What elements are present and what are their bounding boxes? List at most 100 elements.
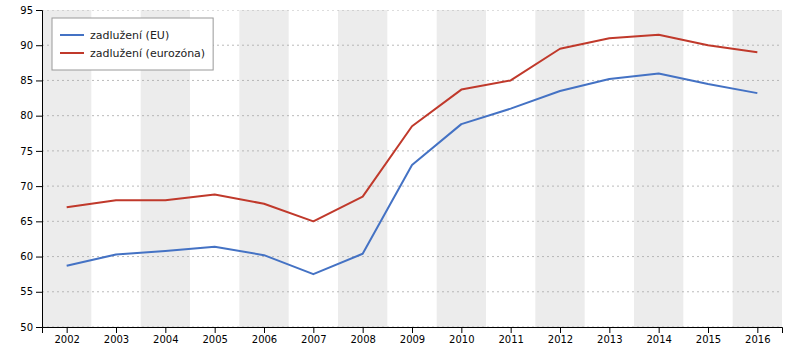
x-tick-mark: [511, 327, 512, 333]
lines: [67, 35, 758, 275]
x-tick: 2003: [104, 327, 129, 345]
x-tick: 2014: [646, 327, 671, 345]
x-tick: 2016: [745, 327, 770, 345]
x-tick-mark: [461, 327, 462, 333]
x-tick: 2006: [252, 327, 277, 345]
grid-line: [42, 186, 782, 187]
y-tick-mark: [36, 151, 42, 152]
year-band: [239, 10, 288, 327]
grid-line: [42, 291, 782, 292]
x-tick-label: 2002: [54, 334, 79, 345]
y-axis-line: [36, 11, 43, 328]
x-tick-label: 2011: [498, 334, 523, 345]
year-band: [733, 10, 782, 327]
grid-line: [42, 221, 782, 222]
y-tick-label: 95: [20, 5, 33, 16]
x-tick-label: 2009: [400, 334, 425, 345]
grid-line: [42, 10, 782, 11]
x-tick-label: 2015: [696, 334, 721, 345]
x-tick: 2010: [449, 327, 474, 345]
x-tick-label: 2012: [548, 334, 573, 345]
x-tick: 2015: [696, 327, 721, 345]
y-tick-mark: [36, 10, 42, 11]
x-axis-line: [43, 328, 783, 334]
y-tick-mark: [36, 186, 42, 187]
y-tick: 75: [20, 146, 42, 157]
y-tick-mark: [36, 116, 42, 117]
y-tick-label: 60: [20, 251, 33, 262]
grid-line: [42, 256, 782, 257]
y-tick: 95: [20, 5, 42, 16]
x-tick-label: 2016: [745, 334, 770, 345]
legend-box: [52, 18, 213, 70]
y-tick-label: 55: [20, 286, 33, 297]
x-tick-mark: [215, 327, 216, 333]
x-tick-label: 2005: [202, 334, 227, 345]
y-tick-label: 50: [20, 322, 33, 333]
x-tick-mark: [708, 327, 709, 333]
year-band: [437, 10, 486, 327]
x-tick-label: 2013: [597, 334, 622, 345]
y-tick-label: 70: [20, 181, 33, 192]
grid-line: [42, 80, 782, 81]
x-tick-label: 2004: [153, 334, 178, 345]
x-tick-label: 2003: [104, 334, 129, 345]
year-band: [535, 10, 584, 327]
x-tick-mark: [659, 327, 660, 333]
y-tick: 90: [20, 40, 42, 51]
legend-label: zadlužení (EU): [90, 29, 169, 42]
x-tick: 2002: [54, 327, 79, 345]
y-tick-label: 90: [20, 40, 33, 51]
x-tick-mark: [560, 327, 561, 333]
y-tick-label: 65: [20, 216, 33, 227]
y-tick: 50: [20, 322, 42, 333]
y-tick-label: 85: [20, 75, 33, 86]
legend-swatch: [60, 34, 84, 36]
x-tick-mark: [363, 327, 364, 333]
year-band: [338, 10, 387, 327]
y-tick: 80: [20, 110, 42, 121]
x-tick: 2013: [597, 327, 622, 345]
y-tick-mark: [36, 45, 42, 46]
x-tick-mark: [116, 327, 117, 333]
chart: 2002 2003 2004 2005 2006 2007 2008 2009 2010 2011…: [0, 0, 800, 357]
chart-container: 2002 2003 2004 2005 2006 2007 2008 2009 2010 2011…: [0, 0, 800, 357]
legend-label: zadlužení (eurozóna): [90, 47, 205, 60]
y-axis: 50 55 60 65 70 75 80 85 90 95: [20, 5, 42, 333]
y-tick-mark: [36, 221, 42, 222]
x-tick-mark: [412, 327, 413, 333]
bands: [42, 10, 782, 327]
x-tick: 2008: [350, 327, 375, 345]
series-line: [67, 73, 758, 274]
grid-line: [42, 115, 782, 116]
x-tick-mark: [609, 327, 610, 333]
y-tick: 70: [20, 181, 42, 192]
x-tick: 2012: [548, 327, 573, 345]
x-tick-mark: [264, 327, 265, 333]
y-tick: 60: [20, 251, 42, 262]
y-tick-mark: [36, 327, 42, 328]
y-tick-mark: [36, 257, 42, 258]
x-tick: 2009: [400, 327, 425, 345]
y-tick: 85: [20, 75, 42, 86]
y-tick: 55: [20, 286, 42, 297]
x-tick-label: 2010: [449, 334, 474, 345]
legend-swatch: [60, 52, 84, 54]
x-tick-mark: [165, 327, 166, 333]
x-tick: 2007: [301, 327, 326, 345]
y-tick: 65: [20, 216, 42, 227]
y-tick-label: 80: [20, 110, 33, 121]
grid-line: [42, 327, 782, 328]
year-band: [634, 10, 683, 327]
x-tick: 2005: [202, 327, 227, 345]
plot-area: [42, 10, 782, 327]
x-tick-mark: [67, 327, 68, 333]
x-tick-mark: [757, 327, 758, 333]
x-tick-mark: [313, 327, 314, 333]
x-axis: 2002 2003 2004 2005 2006 2007 2008 2009 2010 2011…: [43, 327, 783, 345]
x-tick-label: 2007: [301, 334, 326, 345]
grid: [42, 10, 782, 327]
y-tick-mark: [36, 80, 42, 81]
y-tick-mark: [36, 292, 42, 293]
x-tick-label: 2008: [350, 334, 375, 345]
